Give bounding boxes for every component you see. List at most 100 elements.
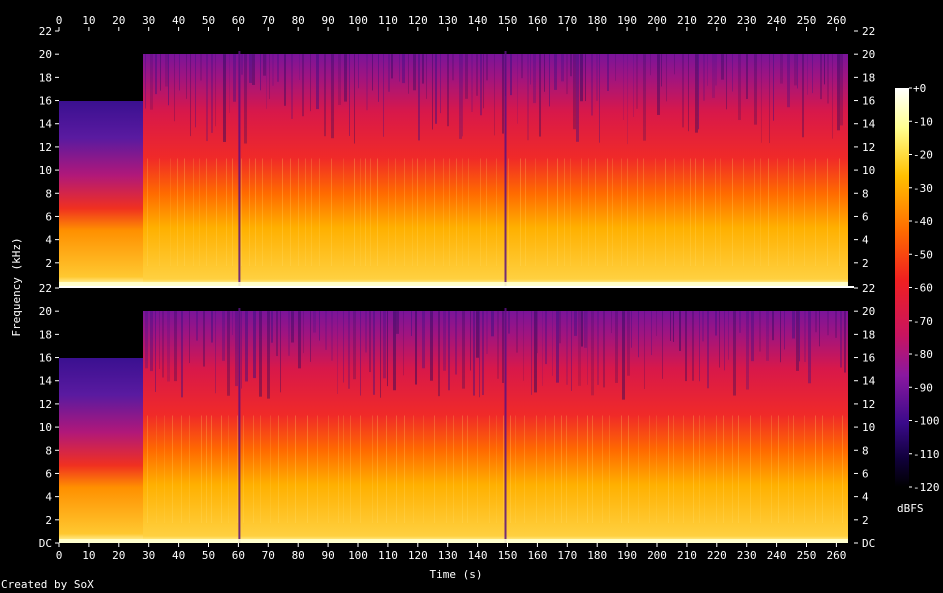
texture-stripe	[576, 54, 579, 142]
texture-stripe	[627, 311, 630, 376]
texture-highlight	[561, 415, 562, 523]
texture-highlight	[628, 415, 629, 523]
texture-stripe	[189, 311, 190, 364]
texture-highlight	[249, 158, 250, 266]
texture-stripe	[396, 311, 399, 334]
dc-band	[59, 539, 848, 543]
texture-highlight	[164, 415, 165, 523]
texture-stripe	[607, 54, 609, 91]
top-y-tick-label-left: 4	[45, 234, 52, 247]
texture-stripe	[611, 311, 612, 334]
texture-stripe	[422, 54, 424, 84]
texture-highlight	[768, 158, 769, 266]
texture-stripe	[303, 311, 304, 354]
texture-stripe	[430, 311, 433, 381]
texture-stripe	[537, 311, 538, 354]
x-tick-label-top: 10	[82, 14, 95, 27]
top-y-tick-label-left: 14	[39, 118, 53, 131]
texture-stripe	[302, 54, 304, 117]
texture-highlight	[237, 415, 238, 523]
channel-bottom-intro	[59, 358, 143, 543]
texture-stripe	[227, 311, 230, 396]
texture-stripe	[233, 54, 236, 102]
x-tick-label-bottom: 150	[498, 549, 518, 562]
texture-stripe	[719, 311, 720, 368]
texture-stripe	[344, 54, 347, 102]
texture-highlight	[307, 415, 308, 523]
texture-highlight	[404, 415, 405, 523]
texture-stripe	[832, 54, 833, 139]
texture-highlight	[760, 158, 761, 266]
texture-highlight	[338, 415, 339, 523]
texture-stripe	[502, 311, 504, 383]
texture-stripe	[486, 54, 488, 81]
texture-stripe	[502, 54, 504, 134]
texture-stripe	[470, 311, 471, 371]
texture-stripe	[162, 311, 164, 378]
top-y-tick-label-right: 18	[862, 71, 875, 84]
texture-highlight	[489, 415, 490, 523]
texture-highlight	[496, 158, 497, 266]
texture-stripe	[299, 54, 300, 80]
x-tick-label-bottom: 20	[112, 549, 125, 562]
texture-highlight	[566, 415, 567, 523]
colorbar-tick-label: -80	[913, 348, 933, 361]
texture-stripe	[298, 311, 301, 369]
texture-highlight	[404, 158, 405, 266]
texture-highlight	[282, 158, 283, 266]
texture-highlight	[443, 158, 444, 266]
x-tick-label-top: 190	[617, 14, 637, 27]
texture-stripe	[222, 311, 225, 361]
texture-highlight	[627, 158, 628, 266]
texture-stripe	[476, 311, 479, 358]
texture-stripe	[443, 311, 446, 371]
x-axis-label: Time (s)	[430, 568, 483, 581]
top-y-tick-label-right: 2	[862, 257, 869, 270]
texture-stripe	[587, 311, 588, 385]
texture-stripe	[542, 311, 543, 386]
texture-stripe	[581, 311, 583, 347]
texture-highlight	[760, 415, 761, 523]
texture-stripe	[561, 54, 564, 82]
texture-highlight	[793, 158, 794, 266]
texture-highlight	[588, 158, 589, 266]
texture-stripe	[476, 54, 478, 96]
top-y-tick-label-right: 10	[862, 164, 875, 177]
colorbar-tick-label: -20	[913, 149, 933, 162]
bottom-y-tick-label-left: 10	[39, 421, 52, 434]
texture-stripe	[399, 54, 400, 82]
texture-stripe	[682, 54, 684, 128]
texture-highlight	[287, 415, 288, 523]
texture-highlight	[311, 158, 312, 266]
texture-stripe	[787, 54, 790, 108]
x-tick-label-bottom: 170	[557, 549, 577, 562]
texture-stripe	[159, 311, 160, 369]
texture-stripe	[310, 54, 311, 112]
top-y-tick-label-left: 16	[39, 95, 52, 108]
texture-highlight	[486, 158, 487, 266]
texture-highlight	[536, 415, 537, 523]
texture-highlight	[271, 158, 272, 266]
texture-stripe	[508, 311, 510, 334]
texture-stripe	[310, 311, 311, 362]
colorbar-tick-label: -60	[913, 282, 933, 295]
texture-stripe	[827, 54, 829, 104]
top-y-tick-label-right: 12	[862, 141, 875, 154]
texture-stripe	[360, 311, 361, 396]
texture-stripe	[746, 54, 748, 100]
texture-highlight	[788, 158, 789, 266]
x-tick-label-top: 60	[232, 14, 245, 27]
texture-stripe	[174, 54, 175, 122]
texture-stripe	[780, 311, 781, 363]
texture-highlight	[612, 158, 613, 266]
texture-stripe	[796, 311, 799, 371]
texture-stripe	[738, 54, 741, 121]
texture-stripe	[591, 311, 594, 396]
texture-stripe	[715, 311, 717, 336]
texture-stripe	[670, 311, 671, 341]
channel-bottom-spectrogram	[59, 288, 854, 543]
texture-stripe	[712, 54, 715, 98]
texture-stripe	[534, 311, 537, 393]
texture-stripe	[819, 311, 820, 347]
texture-stripe	[260, 54, 261, 91]
